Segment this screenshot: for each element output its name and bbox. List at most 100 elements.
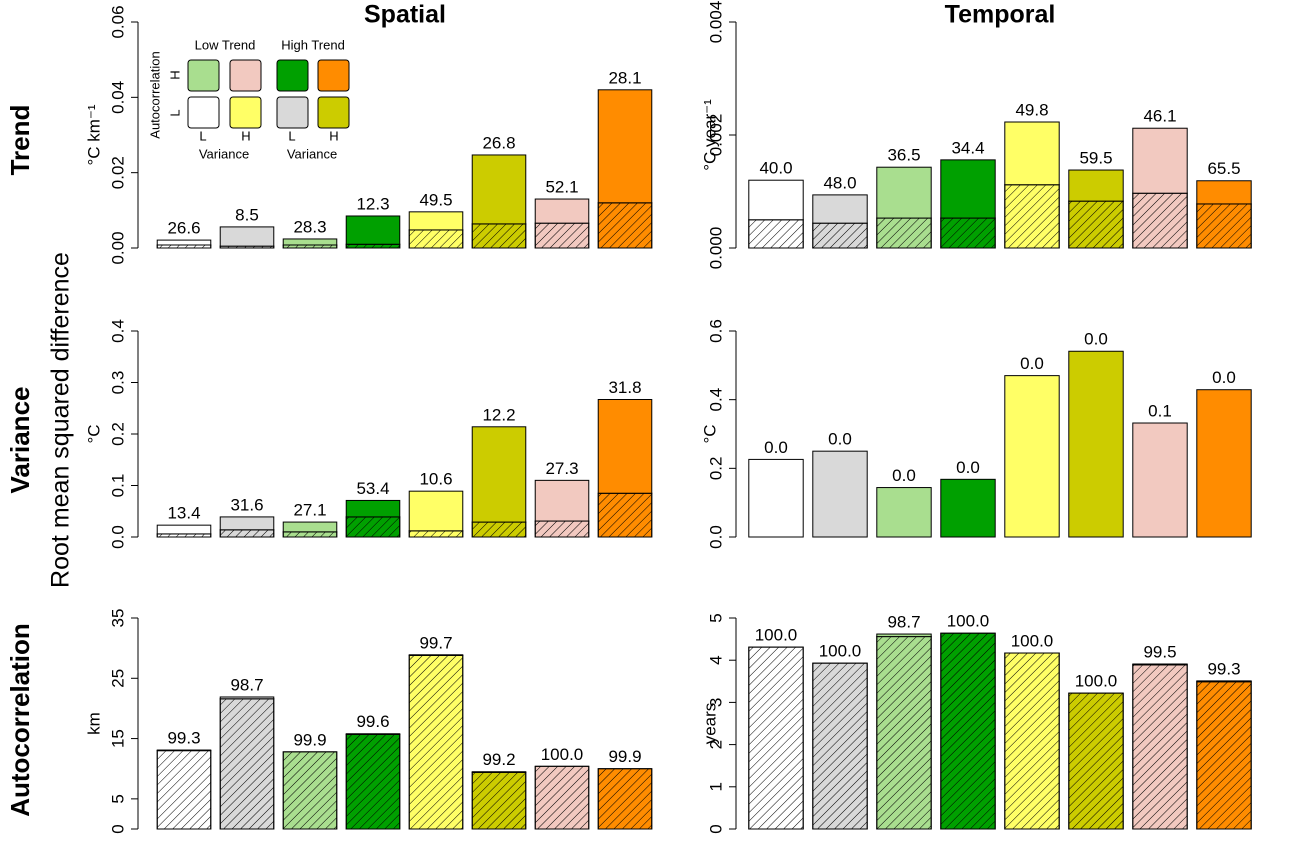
legend-swatch — [317, 59, 350, 92]
column-title: Spatial — [364, 1, 446, 29]
hatch-overlay — [345, 243, 401, 249]
hatched-bar-segment — [1132, 664, 1188, 830]
legend-swatch — [187, 96, 220, 129]
legend-label: L — [288, 128, 295, 143]
data-label: 100.0 — [947, 612, 990, 631]
bar-segment — [219, 516, 275, 531]
data-label: 99.7 — [419, 633, 452, 652]
hatch-overlay — [471, 771, 527, 830]
bar-segment — [940, 159, 996, 219]
bar-segment — [812, 194, 868, 224]
bar-fill — [408, 490, 464, 532]
hatch-overlay — [408, 530, 464, 538]
hatched-bar-segment — [1196, 203, 1252, 249]
bar-segment — [534, 479, 590, 522]
data-label: 0.0 — [828, 430, 852, 449]
data-label: 48.0 — [823, 173, 856, 192]
bar-fill — [597, 89, 653, 204]
data-label: 31.6 — [230, 495, 263, 514]
hatched-bar-segment — [1068, 200, 1124, 249]
y-tick-label: 0.000 — [706, 227, 725, 270]
data-label: 12.3 — [356, 194, 389, 213]
bar-segment — [408, 490, 464, 532]
data-label: 31.8 — [608, 378, 641, 397]
legend-swatch — [276, 59, 309, 92]
data-label: 28.1 — [608, 68, 641, 87]
hatched-bar-segment — [534, 765, 590, 830]
hatched-bar-segment — [1004, 184, 1060, 249]
hatch-overlay — [1196, 681, 1252, 830]
hatch-overlay — [156, 750, 212, 830]
bar-segment — [534, 198, 590, 224]
y-tick-label: 0.2 — [706, 457, 725, 481]
hatched-bar-segment — [1196, 681, 1252, 830]
data-label: 100.0 — [541, 745, 584, 764]
hatch-overlay — [1068, 692, 1124, 830]
bar-fill — [471, 771, 527, 773]
bar-fill — [345, 215, 401, 245]
bar-segment — [1004, 121, 1060, 186]
bar-fill — [408, 654, 464, 656]
data-label: 10.6 — [419, 470, 452, 489]
hatched-bar-segment — [345, 243, 401, 249]
data-label: 98.7 — [887, 613, 920, 632]
data-label: 0.0 — [956, 458, 980, 477]
legend-label: L — [167, 109, 182, 116]
bar-fill — [1196, 680, 1252, 683]
bar-fill — [156, 524, 212, 535]
bar-segment — [219, 226, 275, 247]
bar-segment — [345, 733, 401, 735]
bar-segment — [408, 211, 464, 231]
bar-fill — [534, 198, 590, 224]
bar-segment — [408, 654, 464, 656]
y-tick-label: 5 — [108, 794, 127, 803]
y-tick-label: 0.06 — [108, 5, 127, 38]
data-label: 49.8 — [1015, 100, 1048, 119]
bar-segment — [1068, 169, 1124, 202]
hatched-bar-segment — [156, 750, 212, 830]
hatched-bar-segment — [534, 222, 590, 249]
bar-fill — [219, 516, 275, 531]
hatch-overlay — [1068, 200, 1124, 249]
hatch-overlay — [597, 492, 653, 538]
hatch-overlay — [219, 529, 275, 538]
y-tick-label: 25 — [108, 669, 127, 688]
hatch-overlay — [534, 765, 590, 830]
y-axis-label: °C km⁻¹ — [84, 104, 103, 165]
hatched-bar-segment — [597, 202, 653, 249]
hatched-bar-segment — [812, 222, 868, 249]
bar-fill — [876, 487, 932, 538]
hatch-overlay — [1132, 192, 1188, 249]
legend-label: High Trend — [281, 37, 345, 52]
hatch-overlay — [940, 632, 996, 830]
hatched-bar-segment — [219, 698, 275, 830]
hatched-bar-segment — [408, 229, 464, 249]
hatch-overlay — [282, 751, 338, 830]
legend-swatch — [317, 96, 350, 129]
bar-segment — [156, 749, 212, 752]
bar-fill — [1068, 169, 1124, 202]
y-tick-label: 0.04 — [108, 81, 127, 114]
hatched-bar-segment — [1068, 692, 1124, 830]
data-label: 0.0 — [764, 438, 788, 457]
y-tick-label: 0.002 — [706, 114, 725, 157]
data-label: 100.0 — [819, 642, 862, 661]
y-axis-label: °C — [700, 424, 719, 443]
bar-segment — [597, 398, 653, 494]
data-label: 27.3 — [545, 459, 578, 478]
bar-fill — [597, 398, 653, 494]
bar-fill — [1132, 422, 1188, 538]
bar-fill — [156, 239, 212, 246]
hatched-bar-segment — [408, 654, 464, 830]
bar-fill — [876, 633, 932, 638]
data-label: 26.6 — [167, 219, 200, 238]
hatched-bar-segment — [471, 223, 527, 249]
row-title: Trend — [5, 105, 35, 176]
hatched-bar-segment — [1132, 192, 1188, 249]
data-label: 99.5 — [1143, 642, 1176, 661]
hatch-overlay — [408, 229, 464, 249]
y-tick-label: 5 — [706, 613, 725, 622]
hatched-bar-segment — [282, 531, 338, 538]
data-label: 36.5 — [887, 146, 920, 165]
